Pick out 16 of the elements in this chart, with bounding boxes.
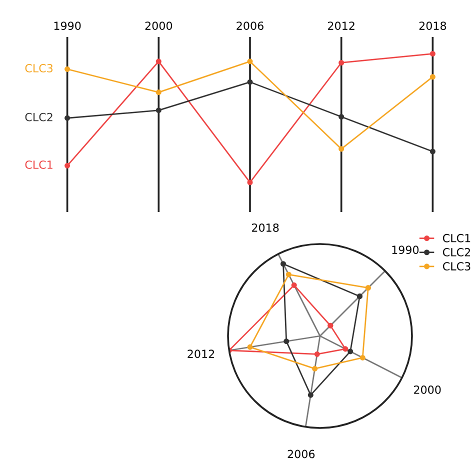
x-tick-label: 2012 xyxy=(328,22,354,30)
spoke-label: 2018 xyxy=(252,223,279,232)
spoke-label: 1990 xyxy=(392,246,419,254)
x-tick-label: 2018 xyxy=(419,22,446,30)
spoke-label: 2012 xyxy=(188,350,214,358)
series-label: CLC2 xyxy=(25,112,52,122)
spoke-label: 2006 xyxy=(288,450,315,458)
series-label: CLC3 xyxy=(25,64,53,72)
x-tick-label: 2000 xyxy=(145,22,172,30)
x-tick-label: 2006 xyxy=(236,22,264,30)
legend-label: CLC2 xyxy=(442,248,470,256)
x-tick-label: 1990 xyxy=(54,22,81,30)
series-label: CLC1 xyxy=(25,160,52,169)
legend-label: CLC1 xyxy=(442,234,470,242)
legend-label: CLC3 xyxy=(442,262,470,270)
spoke-label: 2000 xyxy=(414,386,441,394)
